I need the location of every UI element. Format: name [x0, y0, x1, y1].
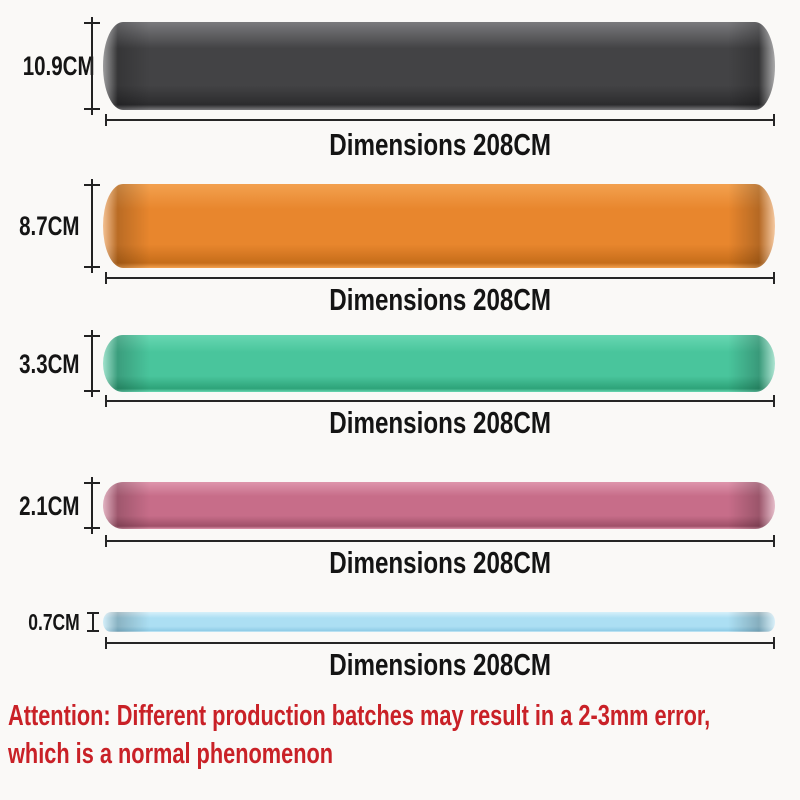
length-label: Dimensions 208CM — [329, 282, 551, 317]
band-height-label: 0.7CM — [28, 609, 80, 635]
length-dimension-line — [105, 395, 775, 407]
resistance-band-black — [103, 22, 775, 110]
attention-line-2: which is a normal phenomenon — [8, 738, 334, 770]
length-dimension-line — [105, 272, 775, 284]
height-bracket — [87, 612, 99, 632]
band-height-label: 2.1CM — [19, 490, 80, 521]
length-dimension-line — [105, 535, 775, 547]
length-label: Dimensions 208CM — [329, 405, 551, 440]
length-label: Dimensions 208CM — [329, 545, 551, 580]
height-bracket — [84, 179, 100, 273]
length-dimension-line — [105, 637, 775, 649]
attention-line-1: Attention: Different production batches … — [8, 700, 711, 732]
resistance-band-blue — [103, 612, 775, 632]
length-dimension-line — [105, 114, 775, 126]
resistance-band-green — [103, 335, 775, 392]
length-label: Dimensions 208CM — [329, 127, 551, 162]
height-bracket — [84, 17, 100, 115]
band-height-label: 8.7CM — [19, 211, 80, 241]
resistance-band-orange — [103, 184, 775, 268]
length-label: Dimensions 208CM — [329, 647, 551, 682]
band-height-label: 3.3CM — [19, 348, 80, 379]
attention-note: Attention: Different production batches … — [8, 697, 751, 773]
height-bracket — [84, 477, 100, 534]
resistance-band-pink — [103, 482, 775, 529]
band-height-label: 10.9CM — [22, 51, 95, 81]
height-bracket — [84, 330, 100, 397]
